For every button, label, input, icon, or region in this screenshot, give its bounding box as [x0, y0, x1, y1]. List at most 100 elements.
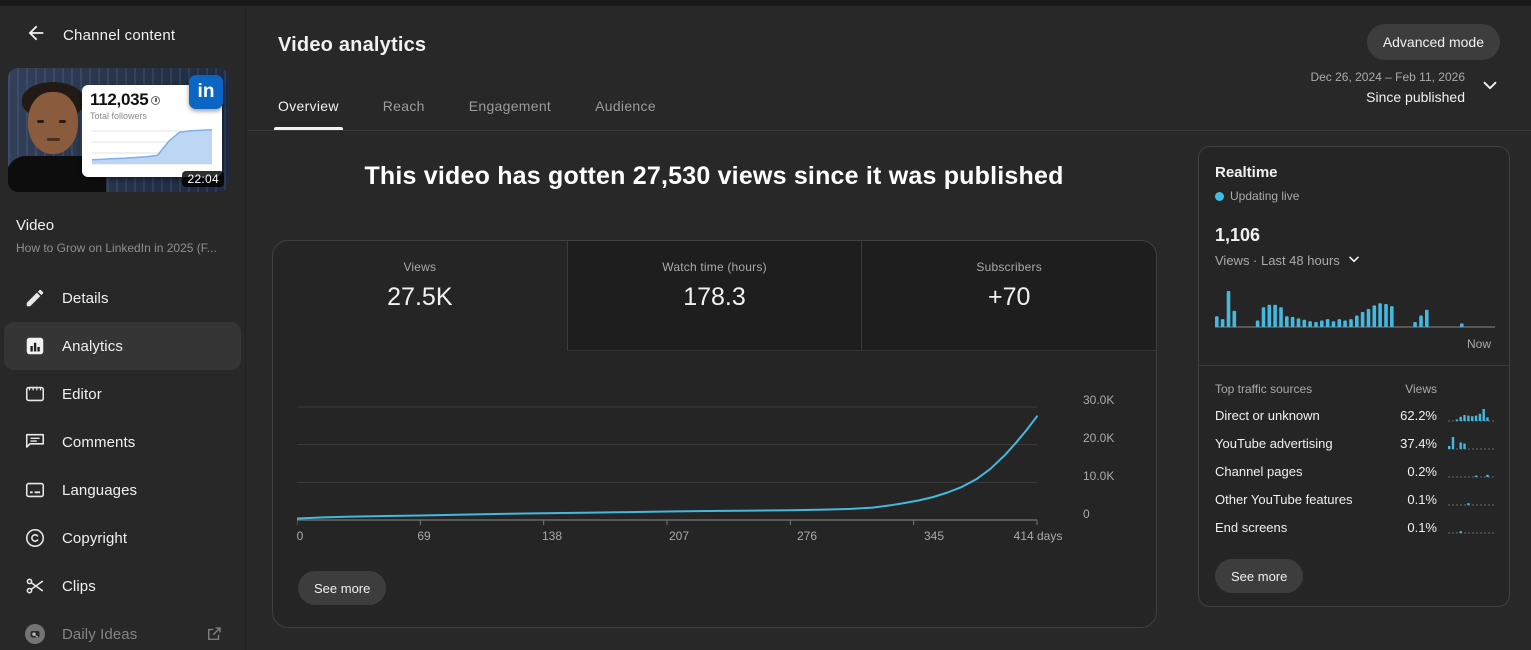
- thumbnail-growth-chart: [91, 129, 213, 165]
- sidebar-item-details[interactable]: Details: [0, 274, 245, 322]
- sidebar-item-label: Clips: [62, 577, 96, 595]
- bar-chart-icon: [23, 334, 47, 358]
- date-range-text: Dec 26, 2024 – Feb 11, 2026: [1310, 70, 1465, 84]
- sidebar-item-comments[interactable]: Comments: [0, 418, 245, 466]
- overview-chart-card: Views 27.5K Watch time (hours) 178.3 Sub…: [272, 240, 1157, 628]
- sidebar-item-clips[interactable]: Clips: [0, 562, 245, 610]
- chevron-down-icon: [1479, 74, 1501, 101]
- tab-engagement[interactable]: Engagement: [468, 98, 552, 114]
- thumbnail-stat-label: Total followers: [90, 111, 148, 121]
- sidebar-item-analytics[interactable]: Analytics: [4, 322, 241, 370]
- video-title-label: How to Grow on LinkedIn in 2025 (F...: [16, 241, 217, 255]
- metric-label: Watch time (hours): [662, 260, 767, 274]
- views-line-chart[interactable]: [297, 391, 1061, 533]
- sidebar-item-editor[interactable]: Editor: [0, 370, 245, 418]
- metric-value: +70: [987, 283, 1031, 311]
- sidebar-item-daily-ideas[interactable]: Daily Ideas: [0, 610, 245, 650]
- live-dot-icon: [1215, 191, 1224, 201]
- sidebar-item-label: Comments: [62, 433, 136, 451]
- metric-label: Views: [403, 260, 437, 274]
- page-header: Video analytics Advanced mode Overview R…: [247, 6, 1531, 131]
- now-label: Now: [1466, 337, 1491, 351]
- back-arrow-icon: [25, 22, 47, 49]
- realtime-views-count: 1,106: [1215, 225, 1261, 245]
- y-axis-label: 10.0K: [1083, 469, 1115, 483]
- page-title: Video analytics: [278, 34, 427, 56]
- traffic-sparkline: [1448, 409, 1494, 422]
- traffic-table-header: Top traffic sources Views: [1215, 382, 1437, 396]
- video-thumbnail[interactable]: 112,035 Total followers in 22:04: [8, 68, 229, 192]
- sidebar-item-label: Editor: [62, 385, 102, 403]
- chevron-down-icon: [1346, 251, 1362, 270]
- traffic-sparkline: [1448, 503, 1494, 506]
- metric-label: Subscribers: [976, 260, 1042, 274]
- copyright-icon: [23, 526, 47, 550]
- sidebar-item-languages[interactable]: Languages: [0, 466, 245, 514]
- x-axis-label: 345: [923, 529, 945, 543]
- realtime-bar-chart[interactable]: [1215, 285, 1495, 331]
- date-mode-text: Since published: [1366, 89, 1465, 105]
- video-kind-label: Video: [16, 217, 55, 234]
- sidebar-header: Channel content: [0, 6, 245, 64]
- info-icon: [151, 95, 161, 105]
- x-axis-label: 138: [541, 529, 563, 543]
- sidebar: Channel content 112,035 Total followers: [0, 6, 246, 650]
- views-headline: This video has gotten 27,530 views since…: [364, 162, 1064, 190]
- metric-tabs: Views 27.5K Watch time (hours) 178.3 Sub…: [273, 241, 1156, 351]
- top-strip: [0, 0, 1531, 6]
- external-link-icon: [205, 625, 223, 643]
- metric-value: 178.3: [683, 283, 746, 311]
- divider: [1199, 365, 1509, 366]
- traffic-row: Other YouTube features 0.1%: [1215, 485, 1494, 513]
- sidebar-menu: Details Analytics Editor Comments: [0, 274, 245, 650]
- date-range-picker[interactable]: Dec 26, 2024 – Feb 11, 2026 Since publis…: [1310, 70, 1501, 105]
- tab-overview[interactable]: Overview: [274, 98, 343, 130]
- metric-value: 27.5K: [387, 283, 453, 311]
- pencil-icon: [23, 286, 47, 310]
- sidebar-item-label: Copyright: [62, 529, 128, 547]
- editor-icon: [23, 382, 47, 406]
- x-axis-label: 207: [668, 529, 690, 543]
- metric-subscribers[interactable]: Subscribers +70: [862, 241, 1156, 351]
- metric-watch-time[interactable]: Watch time (hours) 178.3: [566, 241, 863, 351]
- tab-audience[interactable]: Audience: [595, 98, 656, 114]
- advanced-mode-button[interactable]: Advanced mode: [1366, 24, 1500, 60]
- realtime-title: Realtime: [1215, 164, 1278, 181]
- sidebar-item-copyright[interactable]: Copyright: [0, 514, 245, 562]
- sidebar-title: Channel content: [63, 26, 176, 44]
- subtitles-icon: [23, 478, 47, 502]
- back-button[interactable]: [18, 17, 54, 53]
- realtime-card: Realtime Updating live 1,106 Views · Las…: [1198, 146, 1510, 607]
- realtime-status: Updating live: [1215, 189, 1299, 203]
- comment-icon: [23, 430, 47, 454]
- x-axis-label: 276: [796, 529, 818, 543]
- traffic-row: YouTube advertising 37.4%: [1215, 429, 1494, 457]
- x-axis-label: 414 days: [1013, 529, 1063, 543]
- video-duration-badge: 22:04: [182, 171, 224, 187]
- traffic-row: Direct or unknown 62.2%: [1215, 401, 1494, 429]
- tab-reach[interactable]: Reach: [382, 98, 425, 114]
- y-axis-label: 30.0K: [1083, 393, 1115, 407]
- sidebar-item-label: Analytics: [62, 337, 123, 355]
- x-axis-label: 69: [417, 529, 431, 543]
- linkedin-logo-icon: in: [189, 75, 223, 109]
- daily-ideas-icon: [23, 622, 47, 646]
- y-axis-label: 0: [1083, 507, 1090, 521]
- traffic-sources-table: Top traffic sources Views Direct or unkn…: [1215, 377, 1494, 541]
- realtime-see-more-button[interactable]: See more: [1215, 559, 1304, 593]
- sidebar-item-label: Daily Ideas: [62, 625, 138, 643]
- metric-views[interactable]: Views 27.5K: [273, 241, 567, 351]
- traffic-sparkline: [1448, 474, 1494, 478]
- analytics-tabs: Overview Reach Engagement Audience: [274, 98, 656, 130]
- x-axis-label: 0: [296, 529, 304, 543]
- traffic-row: Channel pages 0.2%: [1215, 457, 1494, 485]
- y-axis-label: 20.0K: [1083, 431, 1115, 445]
- see-more-button[interactable]: See more: [298, 571, 387, 605]
- traffic-row: End screens 0.1%: [1215, 513, 1494, 541]
- realtime-views-selector[interactable]: Views · Last 48 hours: [1215, 251, 1362, 270]
- traffic-sparkline: [1448, 437, 1494, 450]
- sidebar-item-label: Details: [62, 289, 109, 307]
- scissors-icon: [23, 574, 47, 598]
- thumbnail-stat-number: 112,035: [90, 90, 149, 109]
